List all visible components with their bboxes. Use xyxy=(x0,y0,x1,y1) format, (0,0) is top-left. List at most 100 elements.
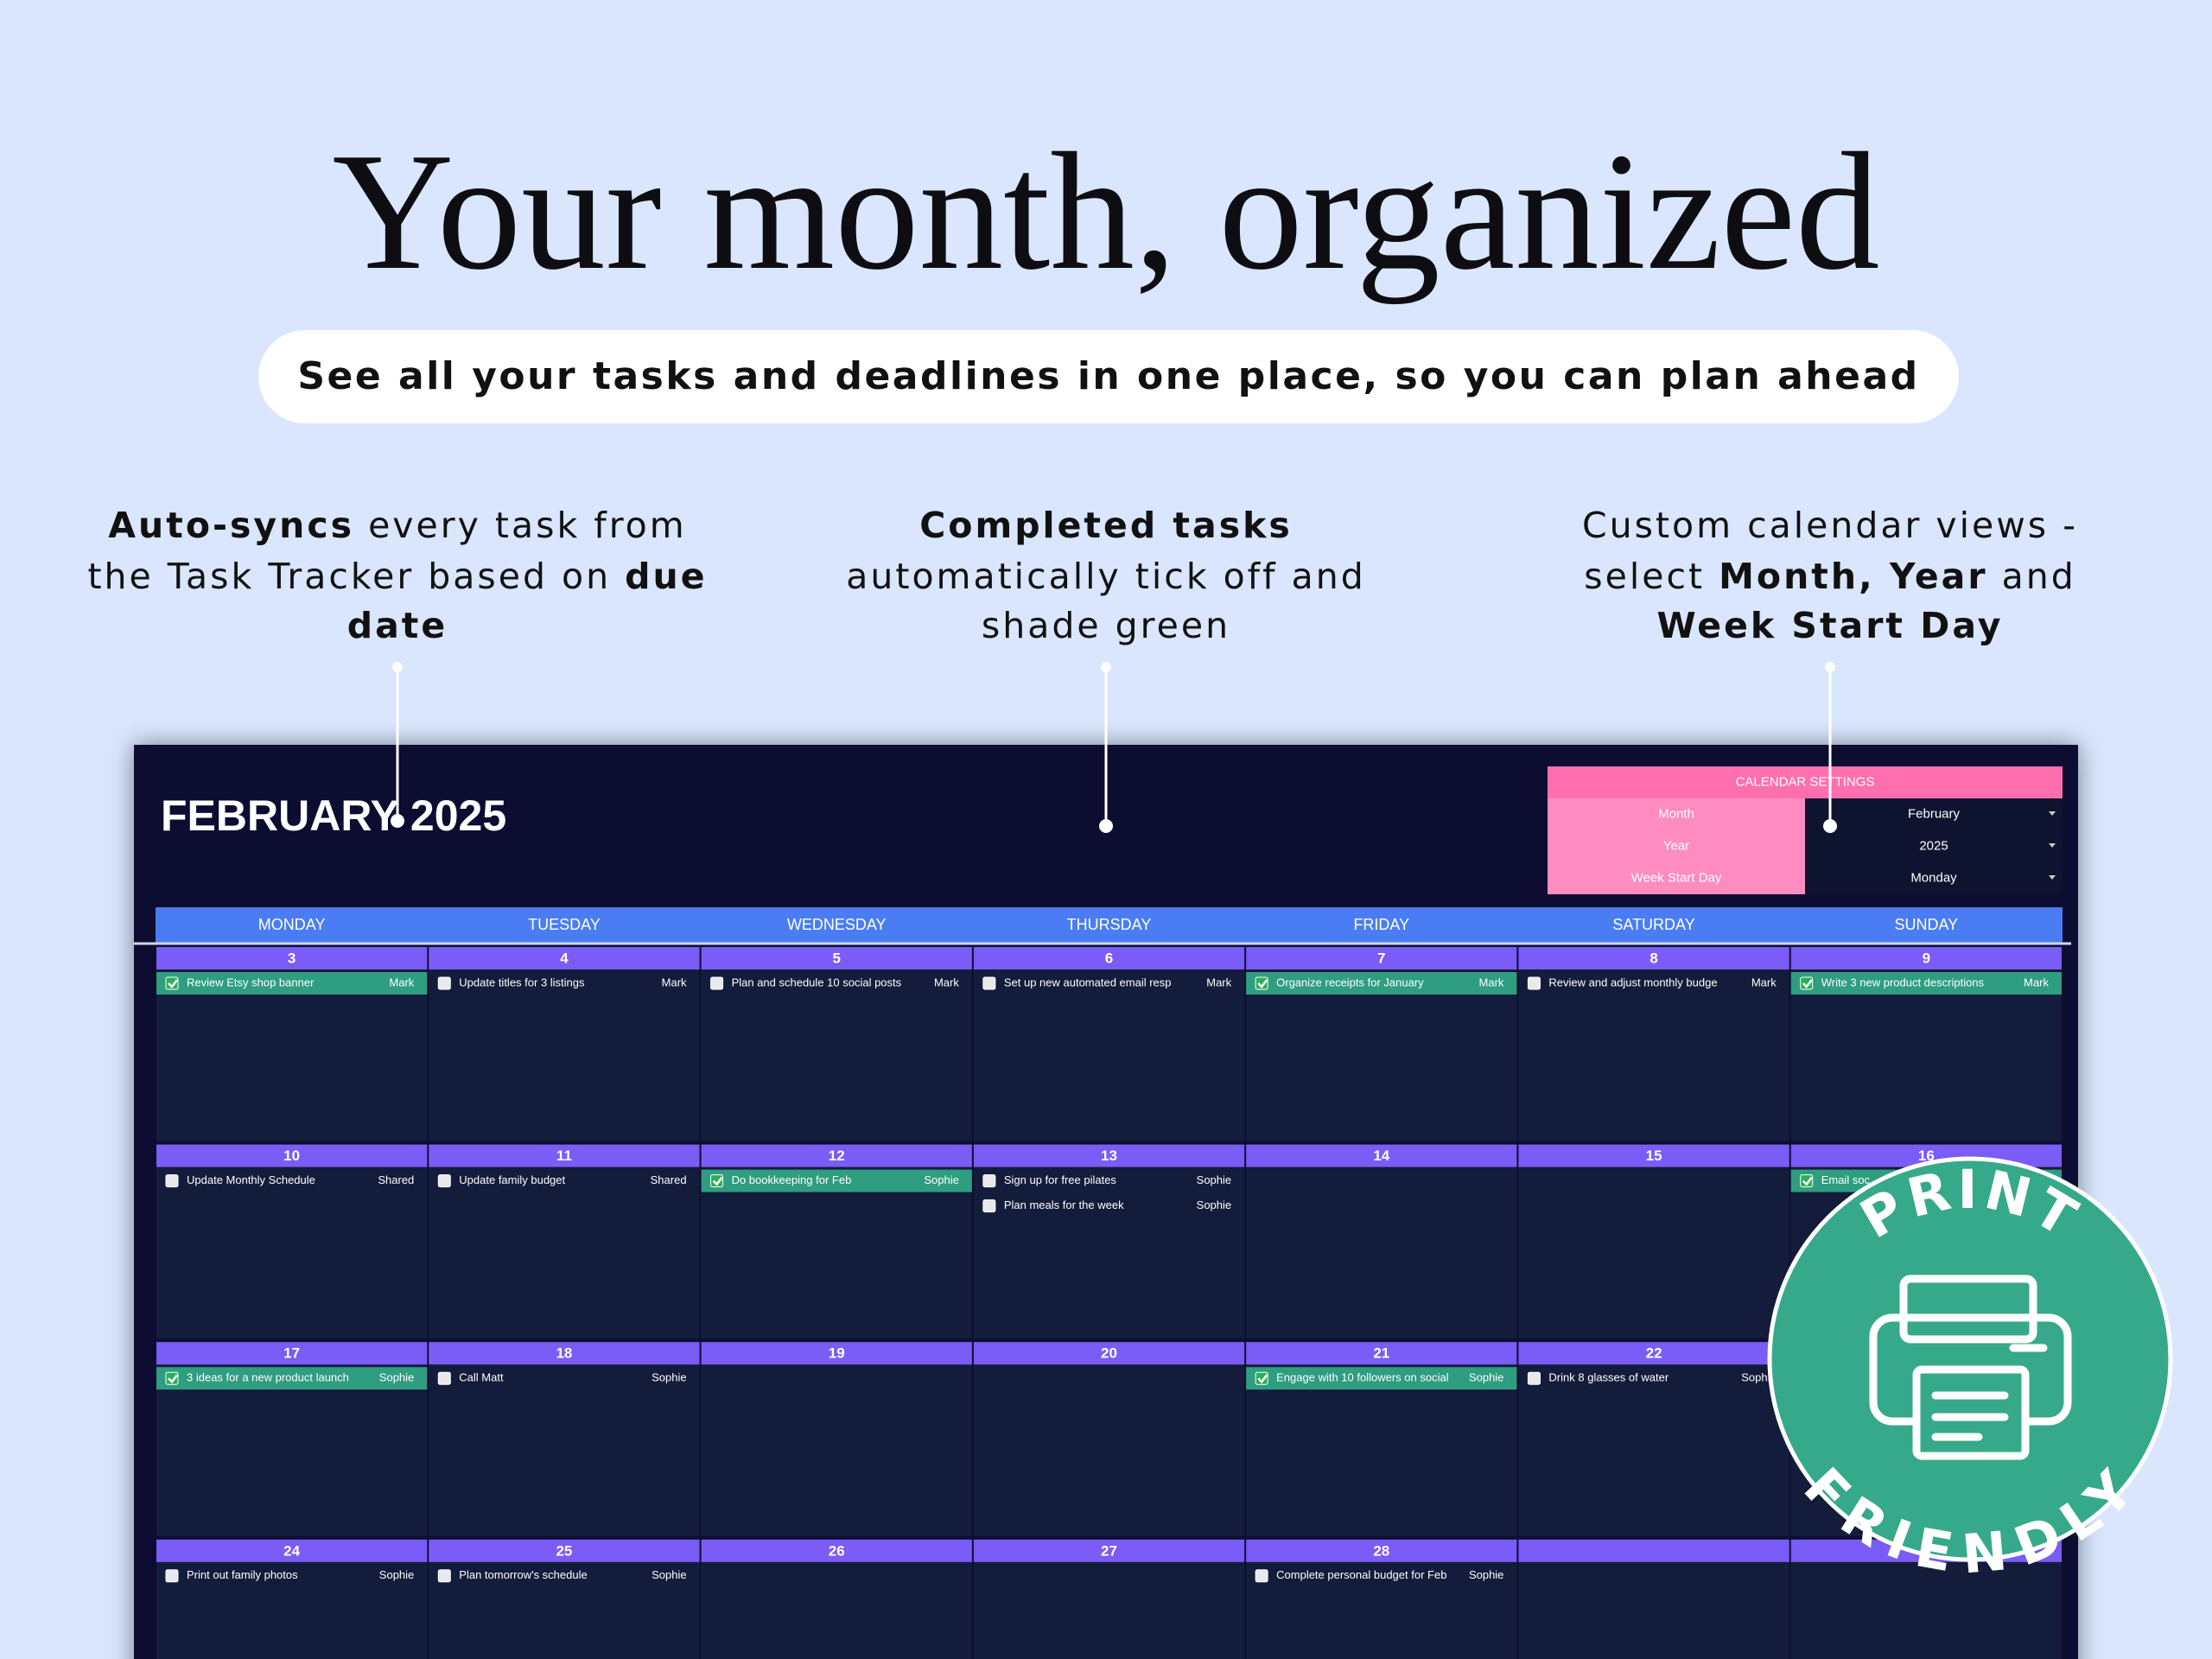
settings-value-bg xyxy=(1805,830,2063,862)
day-cell xyxy=(701,1342,972,1536)
date-bar xyxy=(429,1144,700,1167)
day-cell xyxy=(429,1342,700,1536)
task-owner: Mark xyxy=(934,976,959,988)
callout-text: Auto-syncs xyxy=(108,505,354,546)
task-done-bg xyxy=(1246,972,1517,995)
callout-line: automatically tick off and xyxy=(846,556,1365,597)
task-owner: Sophie xyxy=(652,1568,686,1581)
callout-text: and xyxy=(1988,556,2076,597)
task-checkbox xyxy=(1255,1569,1268,1583)
date-bar xyxy=(429,1342,700,1365)
settings-label-bg xyxy=(1548,862,1805,894)
date-number: 27 xyxy=(1101,1542,1117,1559)
callouts: Auto-syncs every task from the Task Track… xyxy=(87,505,2078,646)
task-owner: Shared xyxy=(378,1173,414,1186)
task-done-bg xyxy=(156,972,428,995)
callout-text: select xyxy=(1584,556,1719,597)
day-cell xyxy=(429,947,700,1141)
callout-text: automatically tick off and xyxy=(846,556,1365,597)
date-bar xyxy=(973,1342,1245,1365)
task-name: Plan meals for the week xyxy=(1004,1198,1124,1211)
date-bar xyxy=(973,1144,1245,1167)
date-number: 9 xyxy=(1923,950,1930,966)
task-checkbox xyxy=(710,1174,724,1188)
connector-dot xyxy=(392,662,403,672)
task-name: Organize receipts for January xyxy=(1276,976,1424,988)
date-number: 21 xyxy=(1373,1345,1389,1362)
task-name: Set up new automated email resp xyxy=(1004,976,1172,988)
date-bar xyxy=(701,947,972,969)
day-cell xyxy=(973,1144,1245,1339)
connector-dot xyxy=(1099,819,1113,833)
task-name: Drink 8 glasses of water xyxy=(1548,1371,1669,1384)
date-number: 3 xyxy=(288,950,296,966)
weekday: TUESDAY xyxy=(528,916,601,933)
task-checkbox xyxy=(165,1371,179,1385)
date-bar xyxy=(156,947,428,969)
task-checkbox xyxy=(982,976,996,990)
task-owner: Mark xyxy=(1206,976,1231,988)
date-number: 7 xyxy=(1377,950,1385,966)
date-number: 15 xyxy=(1646,1147,1662,1164)
task-check xyxy=(1257,979,1268,988)
date-number: 24 xyxy=(283,1542,300,1559)
callout-line: shade green xyxy=(982,605,1230,646)
task-check xyxy=(1802,979,1813,988)
callout-line: Custom calendar views - xyxy=(1582,505,2078,546)
settings-label-bg xyxy=(1548,798,1805,830)
task-checkbox xyxy=(165,976,179,990)
task-owner: Sophie xyxy=(1197,1173,1231,1186)
date-bar xyxy=(1246,947,1517,969)
date-number: 6 xyxy=(1105,950,1113,966)
day-cell xyxy=(1246,1144,1517,1339)
callout-line: Completed tasks xyxy=(919,505,1293,546)
date-number: 4 xyxy=(560,950,569,966)
date-bar xyxy=(429,1539,700,1562)
connector-dot xyxy=(1101,662,1111,672)
date-number: 14 xyxy=(1373,1147,1389,1164)
day-cell xyxy=(1518,1342,1789,1536)
date-bar xyxy=(1246,1342,1517,1365)
dropdown-arrow xyxy=(2049,843,2056,848)
callout-text: Custom calendar views - xyxy=(1582,505,2078,546)
date-number: 17 xyxy=(283,1345,300,1362)
day-cell xyxy=(973,947,1245,1141)
task-check xyxy=(1257,1374,1268,1384)
date-bar xyxy=(1246,1144,1517,1167)
task-check xyxy=(168,1374,178,1384)
callout-text: Month, Year xyxy=(1719,556,1987,597)
task-checkbox xyxy=(982,1174,996,1188)
task-owner: Mark xyxy=(662,976,687,988)
settings-value: Monday xyxy=(1910,870,1957,885)
task-checkbox xyxy=(1255,1371,1268,1385)
date-bar xyxy=(156,1342,428,1365)
task-name: Write 3 new product descriptions xyxy=(1821,976,1985,988)
settings-value: February xyxy=(1908,806,1961,821)
date-number: 12 xyxy=(829,1147,845,1164)
subtitle: See all your tasks and deadlines in one … xyxy=(297,354,1919,398)
date-bar xyxy=(973,1539,1245,1562)
task-name: Print out family photos xyxy=(187,1568,298,1581)
connectors xyxy=(391,662,1837,833)
callout-line: Week Start Day xyxy=(1657,605,2004,646)
task-checkbox xyxy=(165,1569,179,1583)
task-name: Plan and schedule 10 social posts xyxy=(732,976,902,988)
task-checkbox xyxy=(710,976,724,990)
task-owner: Mark xyxy=(2024,976,2049,988)
connector-dot xyxy=(391,814,404,828)
callout-text: shade green xyxy=(982,605,1230,646)
task-owner: Sophie xyxy=(1197,1198,1231,1211)
date-bar xyxy=(156,1539,428,1562)
task-check xyxy=(168,979,178,988)
date-bar xyxy=(1518,1539,1789,1562)
date-number: 25 xyxy=(556,1542,572,1559)
task-done-bg xyxy=(701,1169,972,1192)
day-cell xyxy=(973,1342,1245,1536)
weekday: MONDAY xyxy=(258,916,326,933)
settings-label: Year xyxy=(1663,838,1689,853)
date-number: 10 xyxy=(283,1147,300,1164)
callout-text: Week Start Day xyxy=(1657,605,2004,646)
dropdown-arrow xyxy=(2049,875,2056,880)
task-owner: Sophie xyxy=(652,1371,686,1384)
